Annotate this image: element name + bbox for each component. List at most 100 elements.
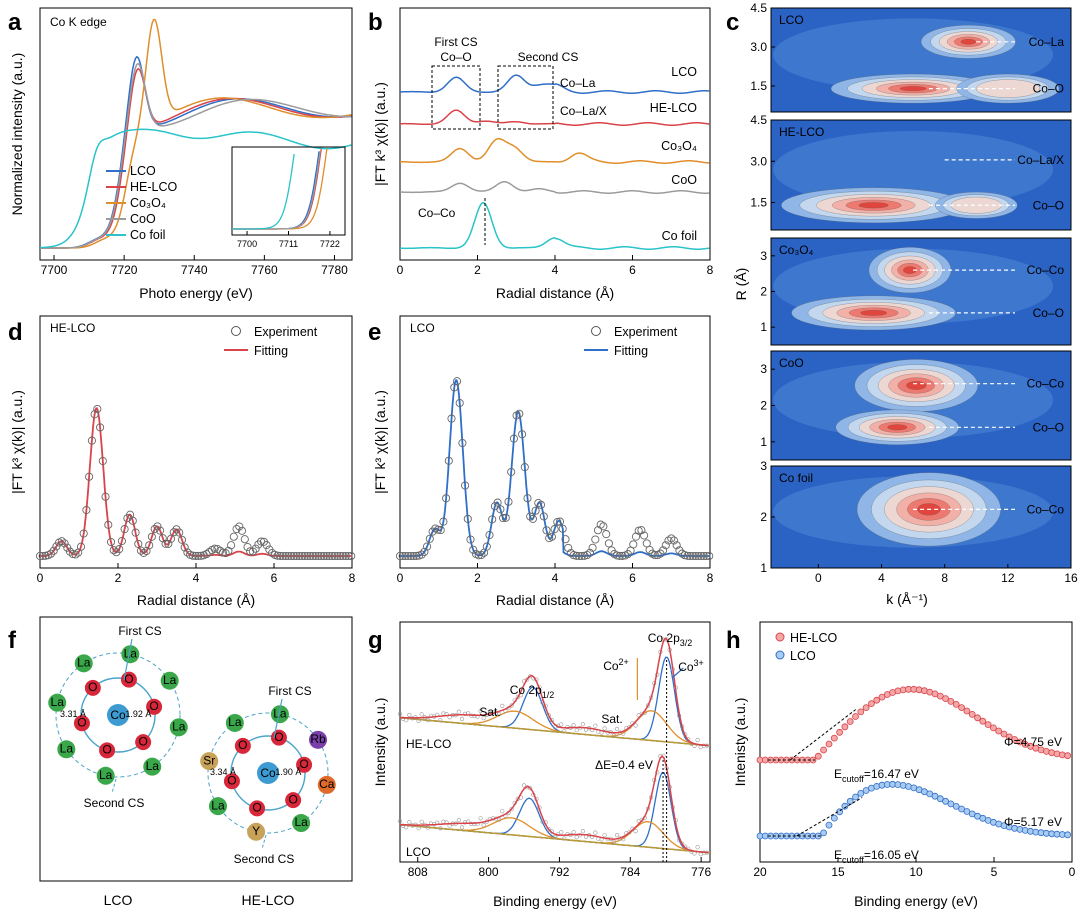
chart-e-exp-point <box>637 526 646 535</box>
schematic-f-he-lco-outer-atom-3-label: La <box>294 815 308 829</box>
chart-c-annot-2-0: Co–Co <box>1027 263 1065 277</box>
chart-h-point-lco <box>857 790 865 797</box>
chart-g-exp-point <box>593 830 598 835</box>
chart-a-inset-series-0 <box>232 151 320 230</box>
chart-d-exp-point <box>268 548 277 558</box>
chart-g-exp-point <box>574 728 579 733</box>
schematic-f-he-lco-center-atom-label: Co <box>260 766 276 780</box>
chart-d-exp-point <box>106 537 116 547</box>
chart-d-exp-point <box>287 551 296 561</box>
chart-c-contour-3-1-5 <box>887 424 908 431</box>
chart-h-point-he-lco <box>952 701 960 708</box>
chart-g-exp-point <box>472 821 477 827</box>
chart-h-point-he-lco <box>825 740 833 748</box>
chart-e-exp-point <box>485 530 494 540</box>
chart-e-exp-point <box>423 542 432 551</box>
schematic-f-he-lco-inner-atom-4 <box>223 773 240 790</box>
chart-e-exp-point <box>702 551 711 561</box>
chart-d-exp-point <box>87 436 96 445</box>
chart-h-point-he-lco <box>814 752 822 760</box>
chart-d-exp-point <box>76 542 86 551</box>
chart-h-legend-marker-he-lco <box>775 632 785 642</box>
panel-label-e: e <box>368 319 381 346</box>
chart-e-exp-point <box>512 411 521 420</box>
chart-a-title: Co K edge <box>50 15 107 29</box>
chart-e-legend-fitting: Fitting <box>614 344 648 358</box>
chart-e-exp-point <box>520 463 529 472</box>
chart-b-series-label-2: Co₃O₄ <box>661 139 697 153</box>
chart-h-cutoff-lco: Ecutoff=16.05 eV <box>834 848 919 865</box>
chart-e-xtick-label-4: 8 <box>707 571 714 585</box>
chart-h-point-he-lco <box>862 704 870 711</box>
chart-b-annot-co-o: Co–O <box>440 50 471 64</box>
chart-d-exp-point <box>136 546 146 555</box>
chart-d-exp-point <box>145 541 154 550</box>
schematic-f-lco-second-cs: Second CS <box>84 796 145 810</box>
chart-g-exp-point <box>397 818 403 824</box>
chart-a-xtick-label-0: 7700 <box>41 263 68 277</box>
chart-a-legend-co3o4: Co₃O₄ <box>130 196 166 210</box>
chart-e-exp-point <box>683 551 692 560</box>
chart-d-exp-point <box>46 549 55 558</box>
chart-d-exp-point <box>131 528 140 537</box>
chart-e-exp-point <box>401 551 410 561</box>
chart-d-exp-point <box>303 551 312 561</box>
chart-g-exp-point <box>528 786 533 791</box>
schematic-f-he-lco-inner-atom-2-label: O <box>288 792 297 806</box>
chart-e-exp-point <box>539 512 548 521</box>
chart-d-exp-point <box>218 548 227 557</box>
chart-g-exp-point <box>546 827 551 832</box>
chart-h-point-he-lco <box>1000 730 1008 738</box>
chart-c-xtick-label-0: 0 <box>815 571 822 585</box>
chart-d-exp-point <box>98 456 107 466</box>
chart-d-exp-point <box>276 551 285 560</box>
chart-e-xtick-label-2: 4 <box>552 571 559 585</box>
chart-e-exp-point <box>528 514 537 523</box>
schematic-f-lco-outer-atom-2 <box>169 718 188 737</box>
chart-c-xtick-label-2: 8 <box>941 571 948 585</box>
schematic-f-he-lco-first-arrow <box>273 698 283 739</box>
schematic-f-he-lco-inner-atom-5-label: O <box>238 738 247 752</box>
chart-d-exp-point <box>139 548 148 557</box>
chart-g-exp-point <box>472 713 477 719</box>
chart-g-exp-point <box>419 819 424 824</box>
chart-e-exp-point <box>531 506 540 515</box>
chart-g-exp-point <box>481 715 486 721</box>
chart-h: 20 15 10 5 0 HE-LCO LCO Ecutoff=16.47 eV Ecu… <box>732 621 1076 909</box>
chart-h-point-he-lco <box>990 724 997 732</box>
chart-g-exp-point <box>611 733 617 738</box>
chart-e-exp-point <box>664 536 673 545</box>
chart-c-ytick-label-1-1: 3.0 <box>750 154 767 168</box>
chart-c-subplot-title-3: CoO <box>779 356 804 370</box>
chart-c-frame-1 <box>770 119 1072 231</box>
schematic-f-lco-outer-atom-2-label: La <box>172 720 186 734</box>
chart-d-exp-point <box>147 532 156 541</box>
chart-c-annot-0-1: Co–O <box>1033 82 1064 96</box>
chart-g-annot-sat-2: Sat. <box>601 712 622 726</box>
chart-a-series-co3o4 <box>40 18 352 249</box>
chart-h-legend-lco: LCO <box>790 649 816 663</box>
chart-e-exp-point <box>686 551 695 561</box>
chart-d-exp-point <box>197 551 206 560</box>
chart-e-exp-point <box>477 550 486 560</box>
chart-d-xlabel: Radial distance (Å) <box>137 592 255 608</box>
schematic-f-he-lco-first-cs: First CS <box>268 684 311 698</box>
chart-a-series-co-foil <box>40 128 352 249</box>
chart-e: LCO 0 2 4 6 8 Radial distance (Å) |FT k³ χ(k… <box>372 315 714 608</box>
chart-e-exp-point <box>412 551 421 560</box>
chart-g-xtick-label-0: 808 <box>408 865 428 879</box>
chart-h-legend-he-lco: HE-LCO <box>790 631 838 645</box>
chart-d-exp-point <box>319 551 328 561</box>
chart-d-exp-point <box>68 549 77 559</box>
schematic-f-lco-outer-atom-6-label: La <box>51 695 65 709</box>
chart-c-contour-3-0-5 <box>906 381 927 390</box>
chart-g-exp-point <box>552 834 558 840</box>
chart-a-frame <box>39 7 353 261</box>
chart-d-exp-point <box>311 551 320 561</box>
schematic-f-lco-inner-atom-3 <box>99 742 116 759</box>
chart-g-exp-point <box>627 830 632 835</box>
chart-e-exp-point <box>499 514 508 523</box>
chart-d-legend-fitting: Fitting <box>254 344 288 358</box>
